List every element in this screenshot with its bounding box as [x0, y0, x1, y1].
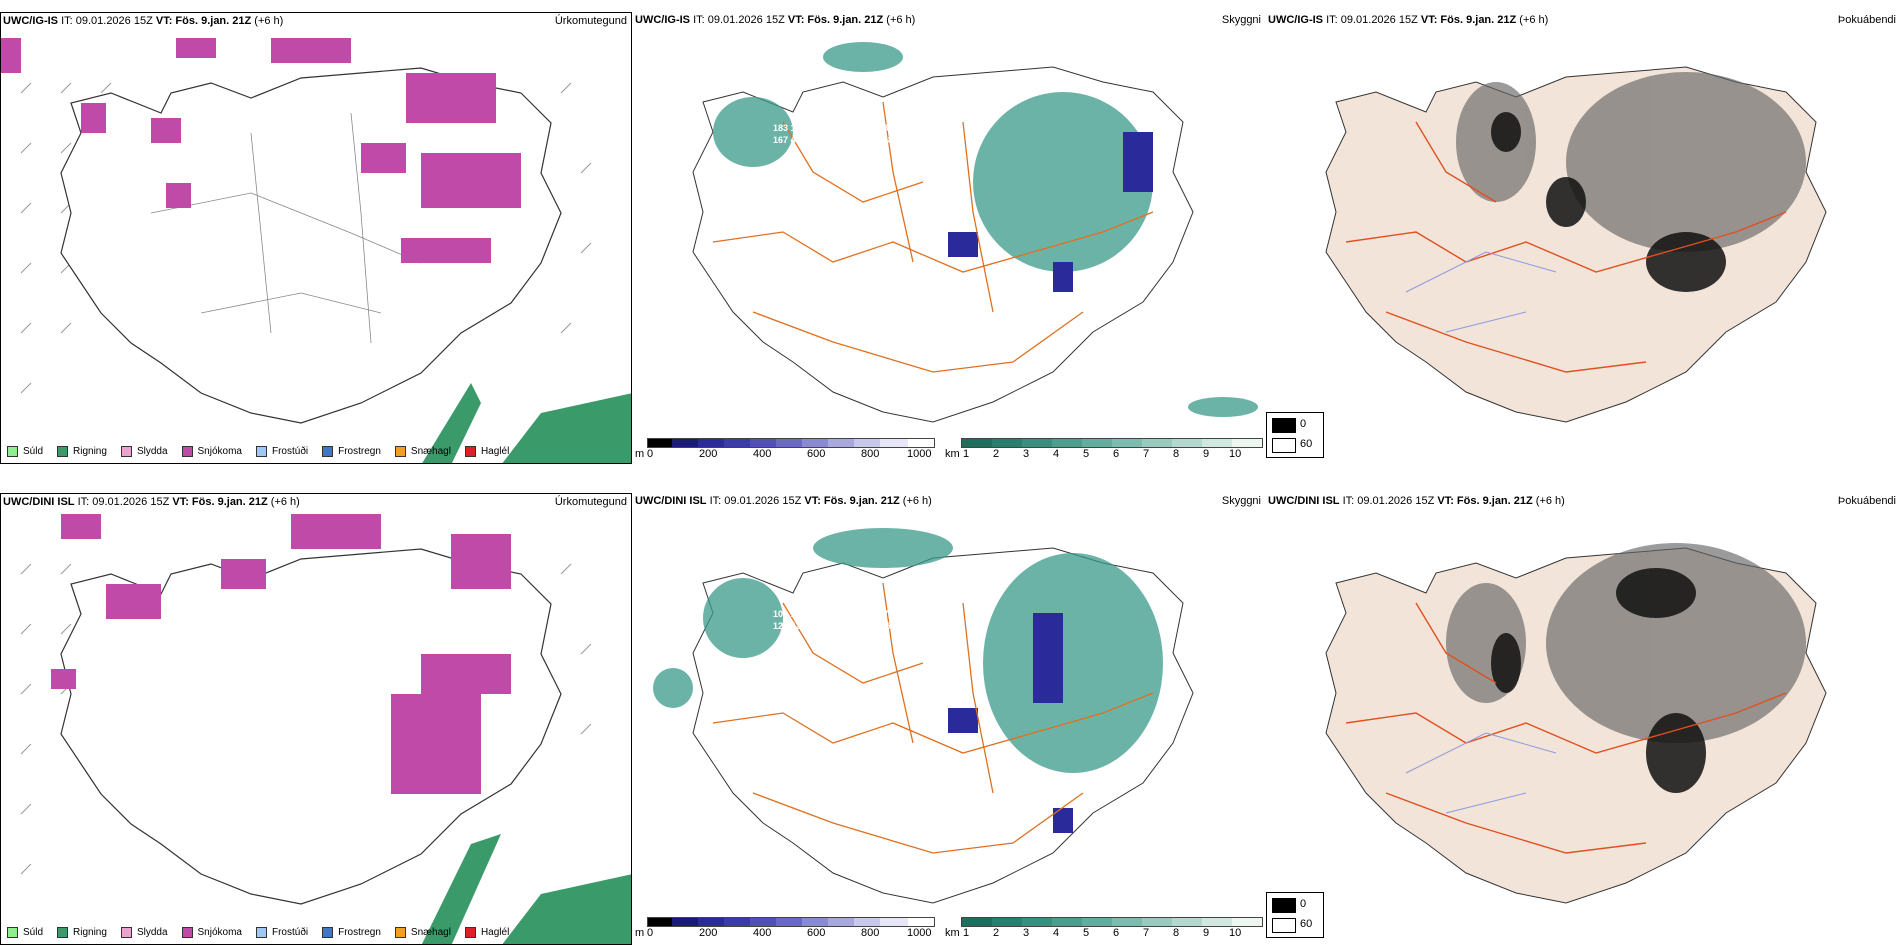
legend-item: Frostúði [255, 927, 308, 938]
visibility-map-top: UWC/IG-IS IT: 09.01.2026 15Z VT: Fös. 9.… [633, 12, 1265, 464]
legend-item: Rigning [57, 446, 107, 457]
legend-item: Haglél [464, 446, 509, 457]
fog-map-bottom: UWC/DINI ISL IT: 09.01.2026 15Z VT: Fös.… [1266, 493, 1900, 945]
legend-item: Snæhagl [394, 927, 451, 938]
legend-item: Snjókoma [181, 927, 242, 938]
panel-type-label: Þokuábendi [1837, 14, 1896, 26]
colorbar-km: km 1 2 3 4 5 6 7 8 9 10 [945, 438, 1265, 460]
legend-swatch [464, 446, 476, 457]
precip-legend: Súld Rigning Slydda Snjókoma Frostúði Fr… [7, 446, 509, 457]
legend-item: Snæhagl [394, 446, 451, 457]
panel-type-label: Þokuábendi [1837, 495, 1896, 507]
legend-item: Slydda [120, 446, 168, 457]
iceland-outline [20, 514, 631, 944]
fog-map-top: UWC/IG-IS IT: 09.01.2026 15Z VT: Fös. 9.… [1266, 12, 1900, 464]
legend-item: Frostregn [322, 927, 381, 938]
legend-swatch [120, 927, 132, 938]
legend-swatch [7, 446, 18, 457]
legend-swatch [181, 927, 193, 938]
legend-swatch [7, 927, 18, 938]
panel-title: UWC/DINI ISL IT: 09.01.2026 15Z VT: Fös.… [635, 495, 932, 507]
precip-type-map-top: UWC/IG-IS IT: 09.01.2026 15Z VT: Fös. 9.… [0, 12, 632, 464]
legend-item: Slydda [120, 927, 168, 938]
iceland-visibility [653, 528, 1194, 904]
panel-title: UWC/DINI ISL IT: 09.01.2026 15Z VT: Fös.… [3, 496, 300, 508]
panel-title: UWC/IG-IS IT: 09.01.2026 15Z VT: Fös. 9.… [635, 14, 916, 26]
panel-type-label: Úrkomutegund [554, 15, 627, 27]
panel-title: UWC/IG-IS IT: 09.01.2026 15Z VT: Fös. 9.… [3, 15, 284, 27]
legend-swatch [394, 927, 406, 938]
legend-item: Haglél [464, 927, 509, 938]
legend-swatch [181, 446, 193, 457]
legend-swatch [322, 927, 334, 938]
legend-swatch [464, 927, 476, 938]
panel-type-label: Úrkomutegund [554, 496, 627, 508]
iceland-outline [1, 38, 631, 463]
panel-type-label: Skyggni [1221, 14, 1261, 26]
legend-swatch [394, 446, 406, 457]
visibility-map-bottom: UWC/DINI ISL IT: 09.01.2026 15Z VT: Fös.… [633, 493, 1265, 945]
legend-item: Rigning [57, 927, 107, 938]
legend-swatch [255, 927, 267, 938]
legend-swatch [57, 446, 69, 457]
legend-swatch [322, 446, 334, 457]
iceland-visibility [692, 42, 1258, 423]
iceland-fog [1325, 543, 1827, 904]
legend-item: Frostregn [322, 446, 381, 457]
precip-type-map-bottom: UWC/DINI ISL IT: 09.01.2026 15Z VT: Fös.… [0, 493, 632, 945]
legend-swatch [120, 446, 132, 457]
legend-swatch [57, 927, 69, 938]
legend-swatch [255, 446, 267, 457]
panel-title: UWC/IG-IS IT: 09.01.2026 15Z VT: Fös. 9.… [1268, 14, 1549, 26]
precip-legend: Súld Rigning Slydda Snjókoma Frostúði Fr… [7, 927, 509, 938]
legend-item: Súld [7, 927, 43, 938]
fog-legend-bottom: 0 60 [1266, 892, 1324, 938]
fog-swatch-white [1272, 918, 1296, 933]
fog-swatch-black [1272, 898, 1296, 913]
legend-item: Frostúði [255, 446, 308, 457]
colorbar-km: km 1 2 3 4 5 6 7 8 9 10 [945, 917, 1265, 939]
colorbar-m: m 0 200 400 600 800 1000 [635, 438, 935, 460]
visibility-values: 102 10 354 162 620 307 457 144 85 264 12… [773, 609, 936, 631]
fog-swatch-white [1272, 438, 1296, 453]
legend-item: Súld [7, 446, 43, 457]
colorbar-m: m 0 200 400 600 800 1000 [635, 917, 935, 939]
fog-legend-top: 0 60 [1266, 412, 1324, 458]
visibility-values: 183 100 98 192 478 498 453 259 210 134 9… [773, 123, 954, 145]
legend-item: Snjókoma [181, 446, 242, 457]
panel-title: UWC/DINI ISL IT: 09.01.2026 15Z VT: Fös.… [1268, 495, 1565, 507]
iceland-fog [1325, 66, 1827, 423]
panel-type-label: Skyggni [1221, 495, 1261, 507]
fog-swatch-black [1272, 418, 1296, 433]
